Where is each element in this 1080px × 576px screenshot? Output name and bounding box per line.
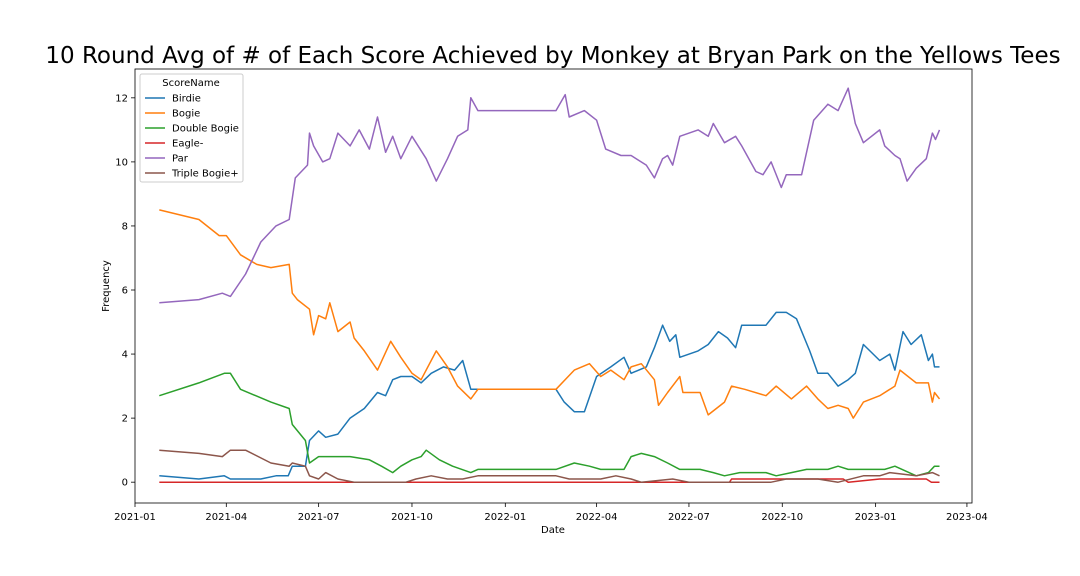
x-tick-label: 2023-04 — [946, 512, 988, 523]
series-line-birdie — [159, 311, 940, 480]
x-tick-label: 2021-10 — [391, 512, 433, 523]
x-tick-label: 2022-01 — [484, 512, 526, 523]
series-line-triple-bogie — [159, 449, 940, 483]
x-tick-label: 2023-01 — [855, 512, 897, 523]
legend-frame — [139, 73, 244, 183]
x-axis-label: Date — [541, 525, 565, 536]
x-axis: 2021-01 2021-04 2021-07 2021-10 2022-01 2022-… — [114, 503, 988, 523]
y-axis: 0 2 4 6 8 10 12 — [115, 93, 135, 489]
y-tick-label: 0 — [122, 478, 128, 489]
x-tick-label: 2022-07 — [668, 512, 710, 523]
y-tick-label: 4 — [122, 350, 128, 361]
legend-label: Bogie — [172, 109, 200, 120]
x-tick-label: 2021-07 — [298, 512, 340, 523]
x-tick-label: 2022-04 — [576, 512, 618, 523]
legend: ScoreName Birdie Bogie Double Bogie Eagle- P… — [139, 73, 244, 183]
series-line-double-bogie — [159, 372, 940, 477]
legend-title: ScoreName — [162, 78, 220, 89]
series-line-bogie — [159, 209, 941, 419]
plot-area — [134, 68, 973, 504]
y-tick-label: 2 — [122, 414, 128, 425]
x-tick-label: 2021-01 — [114, 512, 156, 523]
chart-title: 10 Round Avg of # of Each Score Achieved… — [45, 43, 1060, 69]
x-tick-label: 2022-10 — [761, 512, 803, 523]
y-tick-label: 6 — [122, 286, 128, 297]
legend-label: Par — [172, 154, 189, 165]
y-tick-label: 12 — [115, 93, 128, 104]
legend-label: Double Bogie — [172, 124, 239, 135]
legend-items: Birdie Bogie Double Bogie Eagle- Par Triple B… — [145, 94, 239, 180]
legend-label: Eagle- — [172, 139, 204, 150]
y-tick-label: 10 — [115, 157, 128, 168]
plot-frame — [134, 68, 973, 504]
y-axis-label: Frequency — [101, 260, 112, 312]
x-tick-label: 2021-04 — [205, 512, 247, 523]
series-line-par — [159, 87, 941, 304]
legend-label: Birdie — [172, 94, 201, 105]
legend-label: Triple Bogie+ — [171, 169, 239, 180]
series-layer — [159, 87, 941, 483]
y-tick-label: 8 — [122, 221, 128, 232]
